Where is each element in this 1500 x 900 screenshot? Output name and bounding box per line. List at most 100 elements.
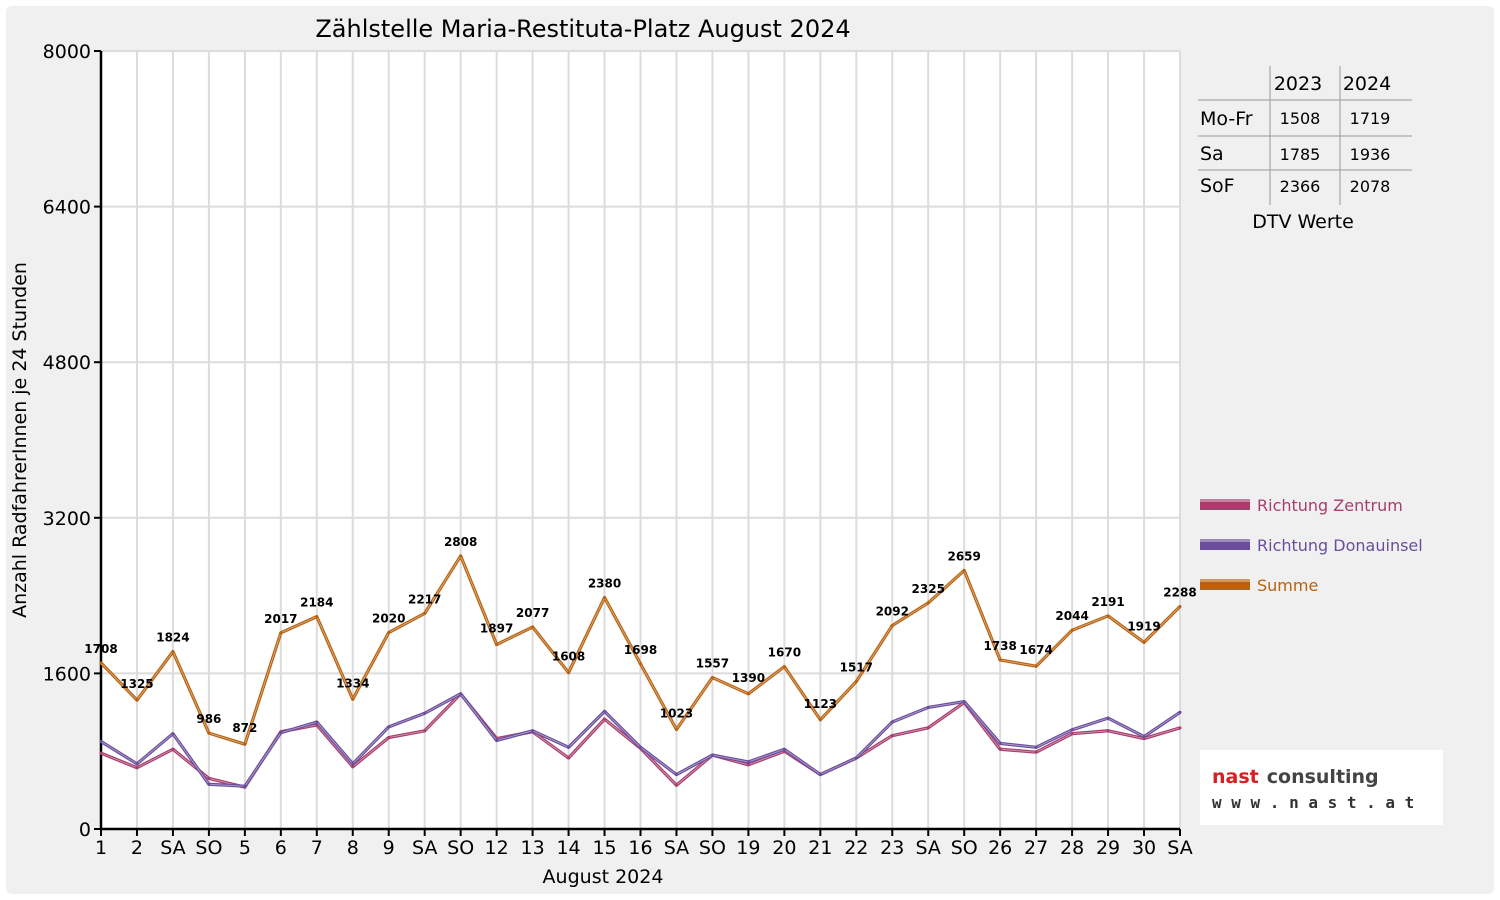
nast-consulting-logo: nast consulting w w w . n a s t . a t xyxy=(1200,750,1443,825)
dtv-table: 2023 2024 Mo-Fr 1508 1719 Sa 1785 1936 S… xyxy=(1198,66,1412,233)
data-label: 1557 xyxy=(696,657,729,671)
dtv-cell: 1936 xyxy=(1350,145,1391,164)
data-label: 2020 xyxy=(372,612,405,626)
data-point xyxy=(531,625,535,629)
data-label: 1334 xyxy=(336,676,369,690)
data-point xyxy=(387,736,391,740)
data-point xyxy=(387,631,391,635)
data-label: 2184 xyxy=(300,596,333,610)
x-tick-labels: 1 2 SA SO 5 6 7 8 9 SA SO 12 13 14 15 16 SA SO 19 20 21 22 23 S… xyxy=(95,837,1193,859)
x-tick-label: 12 xyxy=(485,837,509,859)
data-point xyxy=(1178,726,1182,730)
data-point xyxy=(243,742,247,746)
y-tick-label: 6400 xyxy=(43,197,91,219)
data-point xyxy=(818,718,822,722)
y-tick-labels: 0 1600 3200 4800 6400 8000 xyxy=(43,41,91,841)
x-tick-label: 5 xyxy=(239,837,251,859)
data-point xyxy=(998,658,1002,662)
data-label: 2808 xyxy=(444,535,477,549)
y-tick-label: 0 xyxy=(79,819,91,841)
data-point xyxy=(1106,729,1110,733)
data-point xyxy=(315,615,319,619)
data-label: 2217 xyxy=(408,592,441,606)
data-label: 2017 xyxy=(264,612,297,626)
data-point xyxy=(531,729,535,733)
legend-label: Richtung Donauinsel xyxy=(1257,536,1423,555)
x-tick-label: SO xyxy=(447,837,474,859)
data-point xyxy=(926,705,930,709)
data-point xyxy=(890,720,894,724)
data-point xyxy=(962,700,966,704)
data-point xyxy=(99,751,103,755)
data-point xyxy=(387,725,391,729)
data-point xyxy=(423,729,427,733)
data-point xyxy=(962,568,966,572)
legend: Richtung Zentrum Richtung Donauinsel Summe xyxy=(1200,496,1423,595)
data-point xyxy=(1106,614,1110,618)
data-point xyxy=(207,782,211,786)
data-point xyxy=(710,676,714,680)
dtv-row-label: Sa xyxy=(1200,143,1224,165)
x-axis-label: August 2024 xyxy=(543,866,664,888)
data-point xyxy=(1070,732,1074,736)
x-tick-label: 19 xyxy=(736,837,760,859)
data-label: 1824 xyxy=(156,631,189,645)
data-point xyxy=(746,692,750,696)
data-point xyxy=(1178,710,1182,714)
data-point xyxy=(1178,604,1182,608)
data-label: 2191 xyxy=(1091,595,1124,609)
x-tick-label: 30 xyxy=(1132,837,1156,859)
dtv-caption: DTV Werte xyxy=(1252,211,1354,233)
data-point xyxy=(279,631,283,635)
data-label: 872 xyxy=(232,721,257,735)
data-point xyxy=(1070,728,1074,732)
data-point xyxy=(495,739,499,743)
x-tick-label: 14 xyxy=(556,837,580,859)
data-point xyxy=(710,753,714,757)
data-point xyxy=(603,596,607,600)
data-label: 1608 xyxy=(552,650,585,664)
dtv-cell: 2366 xyxy=(1280,177,1321,196)
data-label: 1897 xyxy=(480,622,513,636)
data-point xyxy=(171,732,175,736)
data-point xyxy=(746,760,750,764)
y-tick-label: 1600 xyxy=(43,663,91,685)
x-tick-label: SA xyxy=(160,837,185,859)
data-label: 2077 xyxy=(516,606,549,620)
logo-url: w w w . n a s t . a t xyxy=(1212,793,1414,812)
x-tick-label: 21 xyxy=(808,837,832,859)
data-point xyxy=(351,765,355,769)
data-label: 2659 xyxy=(947,549,980,563)
logo-brand: nast consulting xyxy=(1212,766,1379,788)
data-point xyxy=(171,650,175,654)
x-tick-label: SA xyxy=(664,837,689,859)
dtv-cell: 1719 xyxy=(1350,109,1391,128)
data-point xyxy=(135,762,139,766)
data-point xyxy=(207,776,211,780)
data-point xyxy=(567,756,571,760)
data-label: 1390 xyxy=(732,671,765,685)
x-tick-label: SA xyxy=(412,837,437,859)
x-tick-label: 23 xyxy=(880,837,904,859)
data-point xyxy=(135,698,139,702)
data-point xyxy=(99,661,103,665)
grid-lines xyxy=(101,50,1181,829)
data-point xyxy=(890,734,894,738)
x-tick-label: 27 xyxy=(1024,837,1048,859)
data-point xyxy=(495,643,499,647)
data-label: 1670 xyxy=(768,646,801,660)
data-label: 2092 xyxy=(876,605,909,619)
data-point xyxy=(746,763,750,767)
data-point xyxy=(1106,716,1110,720)
legend-swatch xyxy=(1200,499,1250,510)
data-point xyxy=(782,747,786,751)
data-label: 986 xyxy=(196,712,221,726)
legend-swatch-shine xyxy=(1200,499,1250,502)
data-point xyxy=(639,662,642,666)
legend-swatch xyxy=(1200,539,1250,550)
data-point xyxy=(890,624,894,628)
dtv-cell: 1508 xyxy=(1280,109,1321,128)
data-label: 2325 xyxy=(912,582,945,596)
series-lines xyxy=(99,554,1182,789)
